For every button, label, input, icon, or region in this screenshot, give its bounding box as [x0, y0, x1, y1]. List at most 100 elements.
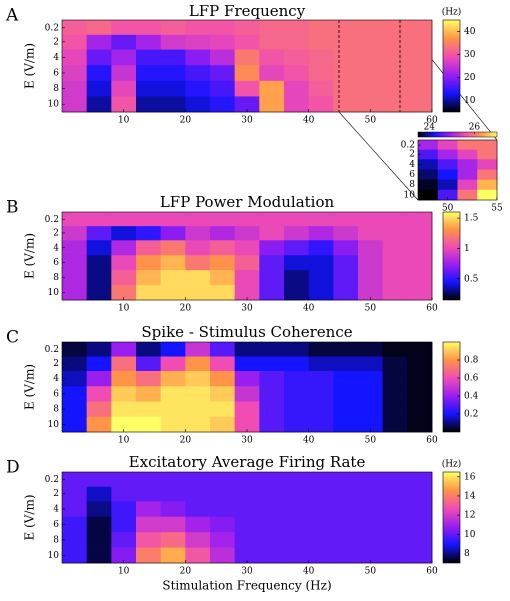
heat-cell — [111, 516, 137, 533]
heat-cell — [358, 49, 384, 66]
heat-cell — [185, 96, 211, 113]
heat-cell — [259, 386, 285, 402]
heat-cell — [382, 516, 408, 533]
colorbar-label: (Hz) — [442, 7, 462, 18]
heat-cell — [160, 270, 186, 286]
heat-cell — [185, 416, 211, 433]
heat-cell — [477, 179, 498, 191]
heat-cell — [308, 416, 334, 433]
y-tick-label: 0.2 — [45, 345, 59, 355]
heat-cell — [259, 472, 285, 488]
heat-cell — [333, 472, 359, 488]
heat-cell — [407, 386, 433, 402]
heat-cell — [234, 270, 260, 286]
heat-cell — [308, 516, 334, 533]
heat-cell — [358, 472, 384, 488]
heat-cell — [407, 212, 433, 227]
heat-cell — [62, 356, 88, 372]
heat-cell — [259, 20, 285, 36]
heat-cell — [308, 356, 334, 372]
x-tick-label: 50 — [365, 116, 377, 126]
heat-cell — [259, 401, 285, 418]
heat-cell — [160, 240, 186, 256]
heat-cell — [111, 96, 137, 113]
colorbar-tick-label: 20 — [464, 73, 476, 83]
heat-cell — [382, 486, 408, 502]
x-tick-label: 50 — [365, 567, 377, 577]
heat-cell — [259, 96, 285, 113]
heat-cell — [136, 285, 162, 301]
heat-cell — [418, 149, 439, 160]
heat-cell — [382, 96, 408, 113]
heat-cell — [210, 547, 236, 564]
heat-cell — [308, 547, 334, 564]
y-tick-label: 2 — [53, 359, 59, 369]
heat-cell — [358, 20, 384, 36]
heat-cell — [136, 212, 162, 227]
heat-cell — [407, 501, 433, 518]
heat-cell — [62, 49, 88, 66]
heat-cell — [407, 80, 433, 97]
heat-cell — [284, 516, 310, 533]
heat-cell — [86, 386, 112, 402]
heat-cell — [333, 516, 359, 533]
x-tick-label: 20 — [180, 567, 192, 577]
heat-cell — [477, 149, 498, 160]
heat-cell — [477, 159, 498, 170]
x-tick-label: 10 — [118, 116, 130, 126]
heat-cell — [62, 401, 88, 418]
heat-cell — [382, 532, 408, 548]
heat-cell — [382, 342, 408, 357]
heat-cell — [259, 356, 285, 372]
heat-cell — [308, 212, 334, 227]
y-tick-label: 2 — [409, 150, 415, 160]
heat-cell — [407, 255, 433, 271]
heat-cell — [210, 80, 236, 97]
heat-cell — [259, 416, 285, 433]
heat-cell — [185, 501, 211, 518]
heat-cell — [62, 532, 88, 548]
heat-cell — [210, 270, 236, 286]
heat-cell — [308, 270, 334, 286]
heat-cell — [382, 80, 408, 97]
heat-cell — [136, 356, 162, 372]
colorbar — [442, 341, 461, 433]
heat-cell — [234, 34, 260, 51]
heat-cell — [160, 416, 186, 433]
heat-cell — [284, 472, 310, 488]
heat-cell — [136, 240, 162, 256]
heat-cell — [407, 96, 433, 113]
heat-cell — [358, 547, 384, 564]
heat-cell — [136, 80, 162, 97]
heat-cell — [333, 486, 359, 502]
heat-cell — [160, 212, 186, 227]
heat-cell — [185, 285, 211, 301]
panel-label: D — [6, 458, 20, 478]
heat-cell — [284, 240, 310, 256]
x-tick-label: 20 — [180, 436, 192, 446]
x-tick-label: 60 — [426, 567, 438, 577]
heat-cell — [234, 532, 260, 548]
heat-cell — [333, 532, 359, 548]
heat-cell — [358, 65, 384, 82]
heat-cell — [136, 370, 162, 387]
heat-cell — [308, 80, 334, 97]
heat-cell — [333, 342, 359, 357]
heat-cell — [358, 501, 384, 518]
heat-cell — [136, 386, 162, 402]
heat-cell — [234, 386, 260, 402]
heat-cell — [160, 255, 186, 271]
heat-cell — [86, 285, 112, 301]
heat-cell — [210, 370, 236, 387]
heat-cell — [407, 401, 433, 418]
heat-cell — [407, 356, 433, 372]
heat-cell — [136, 416, 162, 433]
x-tick-label: 30 — [241, 436, 253, 446]
heat-cell — [234, 342, 260, 357]
heat-cell — [457, 140, 478, 151]
heat-cell — [358, 34, 384, 51]
x-tick-label: 10 — [118, 436, 130, 446]
heat-cell — [86, 240, 112, 256]
y-tick-label: 4 — [53, 374, 59, 384]
heat-cell — [86, 416, 112, 433]
